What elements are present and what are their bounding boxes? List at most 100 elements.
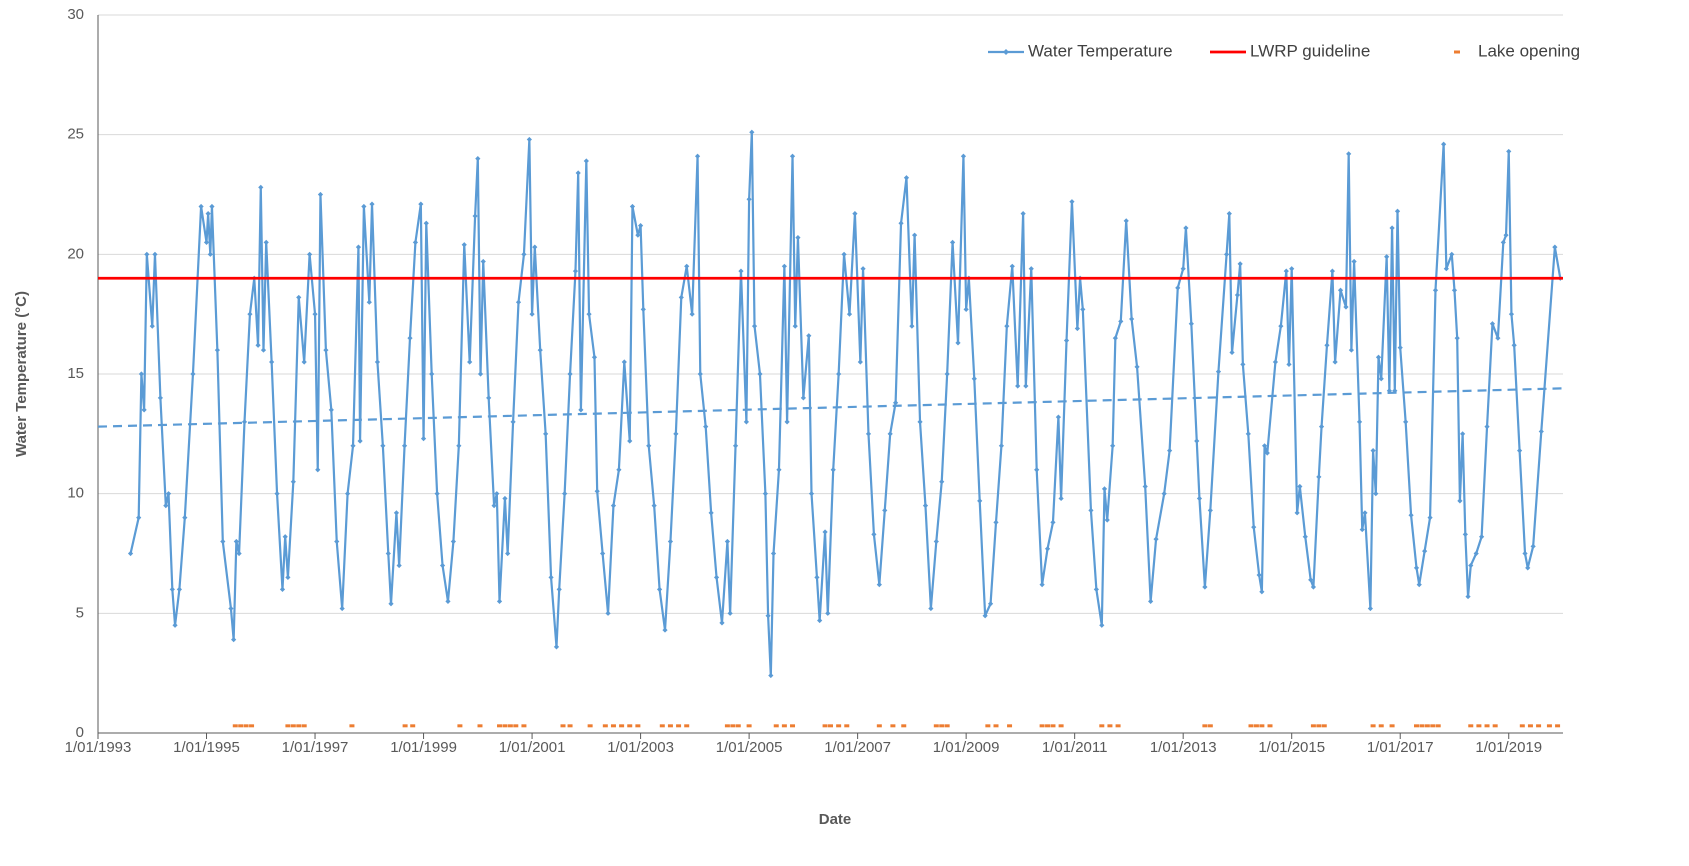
y-tick-label: 30 <box>67 6 84 23</box>
data-point <box>882 507 888 514</box>
data-point <box>209 203 215 210</box>
y-axis-title: Water Temperature (°C) <box>13 291 30 457</box>
data-point <box>841 251 847 257</box>
data-point <box>169 586 175 592</box>
data-point <box>1525 565 1531 571</box>
data-point <box>646 443 652 449</box>
data-point <box>1289 266 1295 272</box>
data-point <box>366 299 372 305</box>
data-point <box>572 268 579 274</box>
data-point <box>808 491 815 497</box>
data-point <box>1050 519 1056 525</box>
data-point <box>1004 323 1010 329</box>
data-point <box>1329 268 1335 274</box>
data-point <box>374 359 381 365</box>
data-point <box>301 359 307 365</box>
data-point <box>795 234 801 241</box>
data-point <box>477 371 484 377</box>
data-point <box>1308 577 1314 583</box>
x-tick-label: 1/01/1999 <box>390 739 457 756</box>
data-point <box>1034 467 1040 473</box>
data-point <box>450 538 456 545</box>
data-point <box>1316 474 1322 480</box>
data-point <box>475 156 481 162</box>
data-point <box>939 479 945 485</box>
y-tick-label: 5 <box>76 604 84 621</box>
data-point <box>467 359 473 365</box>
data-point <box>472 213 478 219</box>
data-point <box>1451 287 1458 293</box>
data-point <box>955 340 961 346</box>
data-point <box>205 211 211 217</box>
data-point <box>529 311 535 317</box>
x-tick-label: 1/01/2009 <box>933 739 1000 756</box>
data-point <box>233 538 239 545</box>
y-tick-label: 10 <box>67 485 84 502</box>
data-point <box>562 491 568 497</box>
x-tick-label: 1/01/2007 <box>824 739 891 756</box>
data-point <box>439 562 446 569</box>
x-tick-label: 1/01/2019 <box>1475 739 1542 756</box>
data-point <box>502 495 508 502</box>
data-point <box>912 232 918 238</box>
data-point <box>1167 447 1173 454</box>
data-point <box>586 311 592 317</box>
data-point <box>556 586 562 592</box>
data-point <box>684 263 690 269</box>
data-point <box>814 574 820 581</box>
data-point <box>898 220 904 226</box>
data-point <box>279 586 286 592</box>
data-point <box>149 323 155 329</box>
data-point <box>385 550 391 557</box>
data-point <box>1356 419 1363 425</box>
data-point <box>949 239 956 245</box>
data-point <box>993 519 999 525</box>
data-point <box>627 438 633 444</box>
data-point <box>355 244 362 250</box>
data-point <box>317 191 324 198</box>
data-point <box>865 431 872 437</box>
data-point <box>163 503 169 509</box>
data-point <box>781 263 787 269</box>
data-point <box>830 467 836 473</box>
data-point <box>1473 550 1479 557</box>
data-point <box>494 491 500 497</box>
data-point <box>357 438 363 444</box>
data-point <box>893 400 899 406</box>
x-tick-label: 1/01/2015 <box>1258 739 1325 756</box>
data-point <box>1234 292 1241 298</box>
x-tick-label: 1/01/2017 <box>1367 739 1434 756</box>
data-point <box>960 153 967 159</box>
data-point <box>817 617 823 624</box>
data-point <box>1324 342 1330 348</box>
data-point <box>1373 491 1379 497</box>
data-point <box>203 239 210 245</box>
data-point <box>610 503 617 509</box>
data-point <box>1465 593 1471 600</box>
data-point <box>456 443 462 449</box>
data-point <box>1449 251 1455 257</box>
data-point <box>231 637 237 643</box>
data-point <box>1389 225 1395 231</box>
data-point <box>228 605 234 612</box>
data-point <box>1362 510 1368 516</box>
data-point <box>1479 534 1485 540</box>
data-point <box>1538 428 1544 435</box>
data-point <box>746 196 752 202</box>
data-point <box>241 419 248 425</box>
data-point <box>157 395 163 401</box>
data-point <box>768 672 774 679</box>
data-point <box>909 323 915 329</box>
data-point <box>1020 211 1026 217</box>
data-point <box>1264 450 1270 456</box>
data-point <box>136 515 142 521</box>
data-point <box>1302 534 1308 540</box>
data-point <box>285 574 291 581</box>
data-point <box>578 407 584 413</box>
data-point <box>1063 337 1070 344</box>
data-point <box>1245 431 1251 437</box>
data-point <box>1259 589 1265 595</box>
data-point <box>857 359 863 365</box>
data-point <box>1394 208 1401 214</box>
data-point <box>282 534 288 540</box>
